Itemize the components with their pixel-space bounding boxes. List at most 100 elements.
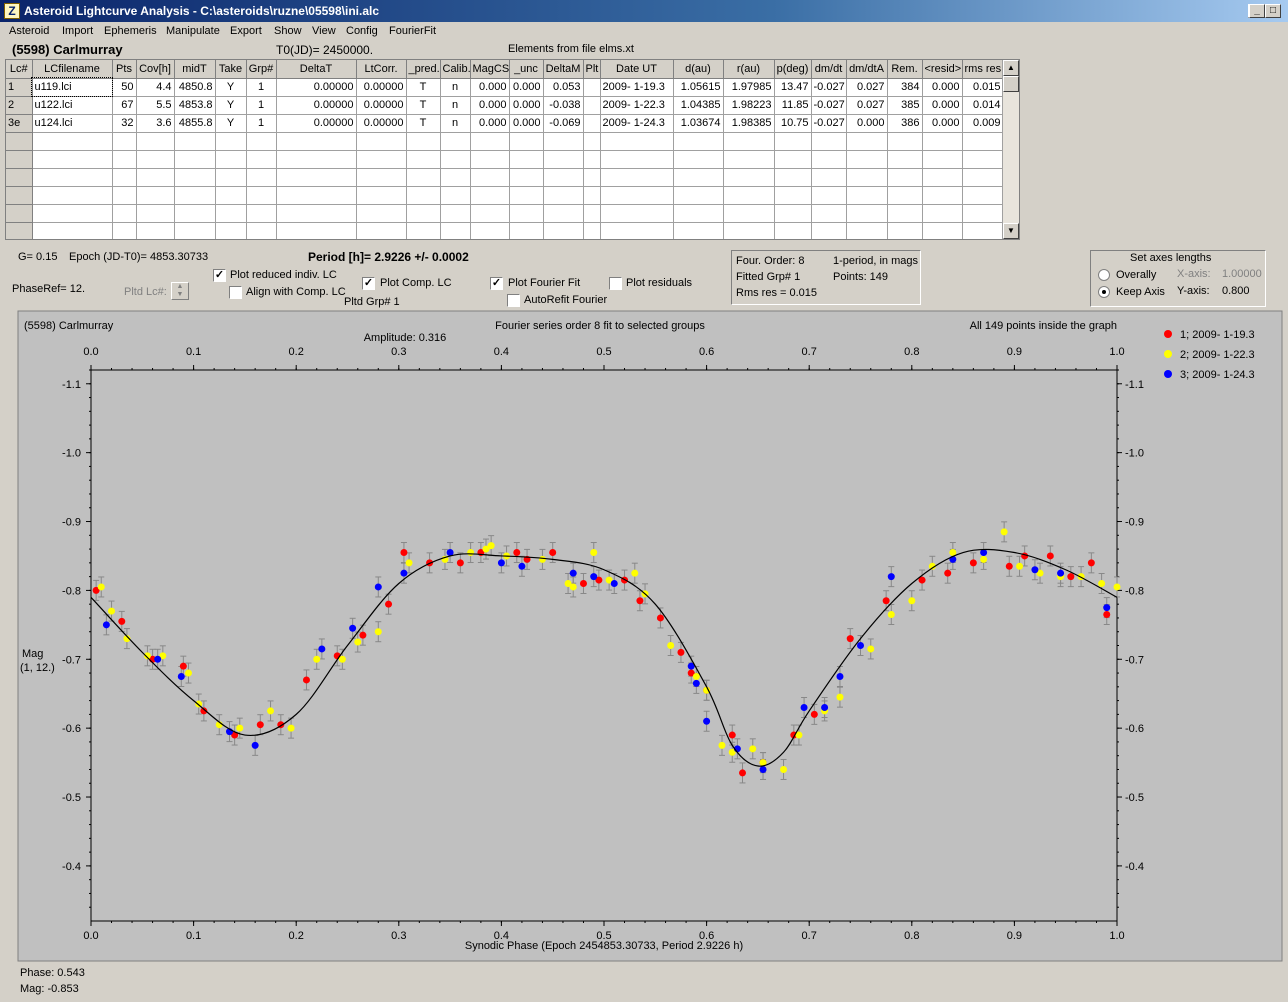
table-cell[interactable]: 0.000 xyxy=(470,114,510,133)
table-cell[interactable]: -0.069 xyxy=(543,114,584,133)
data-point-series-3[interactable] xyxy=(836,672,844,680)
row-header[interactable] xyxy=(6,132,33,151)
table-cell[interactable]: 1.05615 xyxy=(673,78,724,97)
menu-fourierfit[interactable]: FourierFit xyxy=(389,25,437,37)
table-cell[interactable] xyxy=(276,222,357,239)
table-cell[interactable] xyxy=(583,222,601,239)
table-cell[interactable] xyxy=(440,222,471,239)
data-point-series-1[interactable] xyxy=(359,631,367,639)
data-point-series-2[interactable] xyxy=(836,693,844,701)
column-header[interactable]: LtCorr. xyxy=(356,60,407,79)
column-header[interactable]: dm/dtA xyxy=(846,60,888,79)
table-cell[interactable] xyxy=(356,204,407,223)
table-cell[interactable] xyxy=(774,168,812,187)
table-cell[interactable] xyxy=(112,186,137,205)
table-cell[interactable] xyxy=(470,132,510,151)
data-point-series-2[interactable] xyxy=(728,748,736,756)
lightcurve-table[interactable]: Lc# LCfilename Pts Cov[h] midT Take Grp# DeltaT… xyxy=(5,59,1020,240)
data-point-series-2[interactable] xyxy=(267,707,275,715)
data-point-series-2[interactable] xyxy=(97,583,105,591)
table-cell[interactable]: n xyxy=(440,78,471,97)
data-point-series-1[interactable] xyxy=(1087,559,1095,567)
table-cell[interactable] xyxy=(470,168,510,187)
table-cell[interactable] xyxy=(600,168,674,187)
data-point-series-3[interactable] xyxy=(590,573,598,581)
table-cell[interactable]: 0.000 xyxy=(509,78,544,97)
table-cell[interactable] xyxy=(440,132,471,151)
table-cell[interactable] xyxy=(673,168,724,187)
table-cell[interactable] xyxy=(600,150,674,169)
table-cell[interactable]: -0.027 xyxy=(811,96,847,115)
table-cell[interactable] xyxy=(246,222,277,239)
table-cell[interactable] xyxy=(470,150,510,169)
row-header[interactable]: 3e xyxy=(6,114,33,133)
data-point-series-3[interactable] xyxy=(687,662,695,670)
data-point-series-2[interactable] xyxy=(1036,569,1044,577)
row-header[interactable] xyxy=(6,222,33,239)
data-point-series-2[interactable] xyxy=(1098,580,1106,588)
table-cell[interactable]: 3.6 xyxy=(136,114,175,133)
data-point-series-1[interactable] xyxy=(256,721,264,729)
table-cell[interactable]: 1 xyxy=(246,114,277,133)
table-cell[interactable] xyxy=(723,132,775,151)
column-header[interactable]: Grp# xyxy=(246,60,277,79)
table-cell[interactable] xyxy=(136,222,175,239)
table-cell[interactable]: 0.027 xyxy=(846,78,888,97)
data-point-series-1[interactable] xyxy=(944,569,952,577)
menu-ephemeris[interactable]: Ephemeris xyxy=(104,25,157,37)
plot-residuals-checkbox[interactable] xyxy=(609,277,622,290)
table-cell[interactable] xyxy=(887,186,923,205)
data-point-series-3[interactable] xyxy=(497,559,505,567)
column-header[interactable]: d(au) xyxy=(673,60,724,79)
table-cell[interactable] xyxy=(406,186,441,205)
table-cell[interactable]: 4.4 xyxy=(136,78,175,97)
data-point-series-2[interactable] xyxy=(108,607,116,615)
column-header[interactable]: Take xyxy=(215,60,247,79)
scroll-thumb[interactable] xyxy=(1003,76,1019,92)
table-cell[interactable]: 385 xyxy=(887,96,923,115)
table-cell[interactable] xyxy=(32,204,113,223)
data-point-series-2[interactable] xyxy=(718,741,726,749)
table-cell[interactable] xyxy=(583,132,601,151)
table-cell[interactable]: 384 xyxy=(887,78,923,97)
table-cell[interactable]: 1 xyxy=(246,96,277,115)
data-point-series-3[interactable] xyxy=(177,672,185,680)
keep-axis-radio[interactable] xyxy=(1098,286,1110,298)
column-header[interactable]: rms res xyxy=(962,60,1004,79)
table-cell[interactable] xyxy=(774,222,812,239)
table-cell[interactable] xyxy=(583,168,601,187)
data-point-series-2[interactable] xyxy=(928,562,936,570)
plot-fourier-checkbox[interactable]: ✓ xyxy=(490,277,503,290)
data-point-series-3[interactable] xyxy=(400,569,408,577)
table-cell[interactable]: 2009- 1-24.3 xyxy=(600,114,674,133)
column-header[interactable]: _pred. xyxy=(406,60,441,79)
table-cell[interactable]: 4850.8 xyxy=(174,78,216,97)
data-point-series-2[interactable] xyxy=(1113,583,1121,591)
table-vertical-scrollbar[interactable]: ▲ ▼ xyxy=(1002,60,1019,239)
table-cell[interactable] xyxy=(887,168,923,187)
empty-table-row[interactable] xyxy=(6,168,1004,187)
data-point-series-2[interactable] xyxy=(354,638,362,646)
table-cell[interactable]: 0.015 xyxy=(962,78,1004,97)
table-cell[interactable] xyxy=(811,132,847,151)
table-cell[interactable] xyxy=(922,222,963,239)
table-cell[interactable]: -0.027 xyxy=(811,114,847,133)
table-cell[interactable]: Y xyxy=(215,96,247,115)
table-cell[interactable]: T xyxy=(406,96,441,115)
data-point-series-1[interactable] xyxy=(636,597,644,605)
table-cell[interactable]: 67 xyxy=(112,96,137,115)
table-cell[interactable] xyxy=(846,168,888,187)
table-cell[interactable] xyxy=(112,150,137,169)
data-point-series-3[interactable] xyxy=(610,580,618,588)
data-point-series-2[interactable] xyxy=(759,759,767,767)
data-point-series-1[interactable] xyxy=(200,707,208,715)
table-cell[interactable]: T xyxy=(406,114,441,133)
table-cell[interactable] xyxy=(136,186,175,205)
table-cell[interactable] xyxy=(440,150,471,169)
table-cell[interactable] xyxy=(246,204,277,223)
table-cell[interactable]: 0.053 xyxy=(543,78,584,97)
table-cell[interactable] xyxy=(811,150,847,169)
table-cell[interactable] xyxy=(112,204,137,223)
data-point-series-2[interactable] xyxy=(887,611,895,619)
